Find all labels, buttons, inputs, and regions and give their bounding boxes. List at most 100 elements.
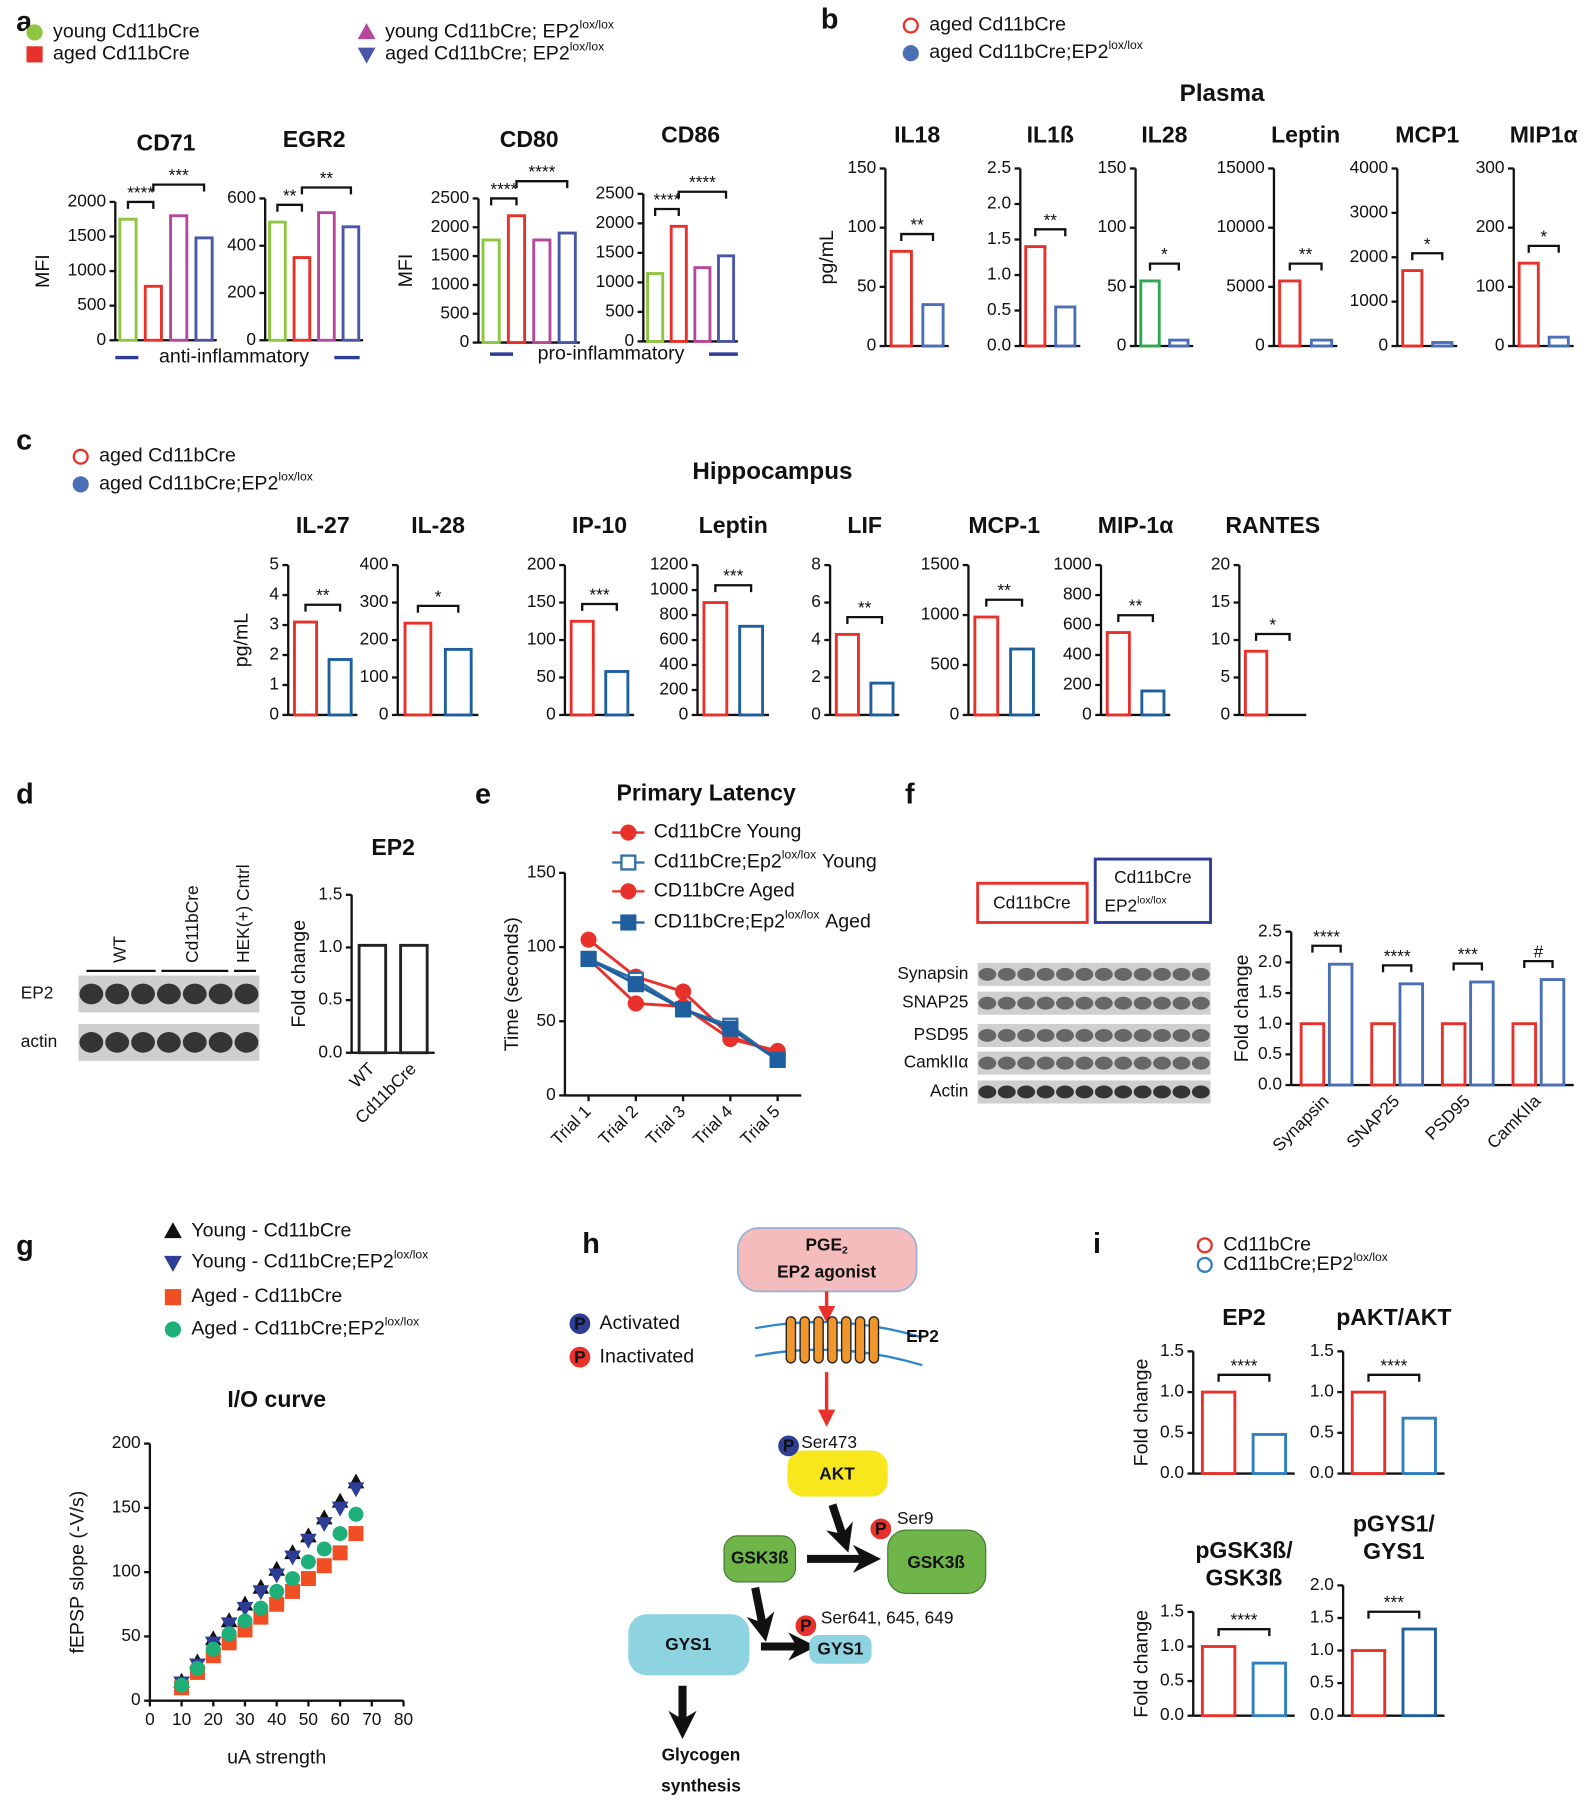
y-tick-label: 1000 (68, 260, 106, 280)
bar (532, 238, 552, 345)
phospho-badge (569, 1313, 591, 1335)
text-part: lox/lox (570, 40, 604, 54)
significance-bracket (1367, 1610, 1421, 1619)
blot-band (978, 1056, 997, 1070)
significance-label: **** (528, 162, 555, 182)
y-tick-label: 2000 (596, 212, 634, 232)
blot-band (978, 996, 997, 1010)
y-tick-label: 150 (1098, 157, 1127, 177)
blot-band (1191, 967, 1210, 981)
gys-box (628, 1614, 750, 1676)
x-tick-label: Synapsin (1268, 1091, 1332, 1155)
y-tick-label: 5 (269, 554, 279, 574)
y-tick-label: 400 (1063, 644, 1092, 664)
legend-label: Cd11bCre (1223, 1233, 1311, 1255)
text-part: Cd11bCre;EP2 (1223, 1253, 1353, 1275)
marker (722, 1020, 739, 1037)
text-part: Cd11bCre Young (654, 821, 802, 843)
phospho-badge (778, 1435, 799, 1457)
y-tick-label: 0.5 (1160, 1670, 1184, 1690)
state-label: Inactivated (600, 1345, 695, 1367)
bar (292, 256, 312, 342)
y-tick-label: 2 (269, 644, 279, 664)
bar (973, 615, 1000, 717)
text-part: Aged - Cd11bCre;EP2 (191, 1318, 384, 1340)
legend-label: young Cd11bCre; EP2lox/lox (385, 18, 614, 43)
text-part: aged Cd11bCre; EP2 (385, 43, 570, 65)
significance-label: * (1269, 614, 1276, 634)
chart-title: MCP-1 (968, 512, 1040, 538)
y-tick-label: 200 (527, 554, 556, 574)
chart-title: LIF (847, 512, 882, 538)
gsk-box (723, 1535, 797, 1583)
y-tick-label: 0.5 (1160, 1421, 1184, 1441)
bar (1251, 1433, 1288, 1476)
panel-label: h (582, 1228, 600, 1260)
bar (834, 632, 860, 717)
x-tick-label: 0 (145, 1709, 155, 1729)
chart-title: pAKT/AKT (1336, 1304, 1451, 1330)
marker (269, 1583, 285, 1599)
bar (1309, 338, 1334, 348)
marker (332, 1545, 348, 1561)
y-tick-label: 0 (379, 704, 389, 724)
text-part: Cd11bCre (1223, 1233, 1311, 1255)
y-axis-label: fEPSP slope (-V/s) (67, 1491, 89, 1654)
y-tick-label: 100 (112, 1561, 141, 1581)
significance-label: * (1161, 244, 1168, 264)
panel-label: b (821, 4, 839, 36)
chart-title: GYS1 (1363, 1538, 1425, 1564)
x-tick-label: 70 (362, 1709, 381, 1729)
significance-bracket (846, 615, 884, 625)
significance-label: # (1534, 942, 1544, 962)
blot-band (1114, 1085, 1133, 1099)
y-tick-label: 2000 (68, 190, 106, 210)
marker (1196, 1256, 1213, 1273)
marker (300, 1554, 316, 1570)
text-part: aged Cd11bCre (53, 43, 190, 65)
text-part: Young - Cd11bCre;EP2 (191, 1251, 393, 1273)
bar (481, 238, 501, 345)
blot-band (1153, 996, 1171, 1010)
y-tick-label: 1000 (1053, 554, 1091, 574)
y-tick-label: 1.0 (987, 264, 1011, 284)
bar (341, 225, 361, 342)
y-tick-label: 0 (1378, 335, 1388, 355)
significance-label: *** (1384, 1592, 1404, 1612)
bar (357, 943, 388, 1055)
blot-column-label: Cd11bCre (182, 885, 202, 962)
y-tick-label: 2 (811, 666, 821, 686)
significance-label: *** (1458, 944, 1478, 964)
phospho-symbol: P (574, 1313, 586, 1333)
chart-title: Primary Latency (616, 780, 796, 806)
text-part: young Cd11bCre (53, 21, 200, 43)
blot-group-label: Cd11bCre (1114, 867, 1192, 887)
marker (902, 17, 919, 34)
significance-label: ** (997, 580, 1011, 600)
marker (164, 1222, 182, 1239)
y-tick-label: 500 (930, 654, 959, 674)
bar (1398, 982, 1425, 1087)
significance-bracket (985, 598, 1024, 607)
blot-band (234, 983, 259, 1005)
bar (1440, 1022, 1467, 1087)
significance-bracket (1381, 964, 1413, 973)
blot-band (234, 1032, 259, 1053)
blot-band (1036, 1029, 1055, 1042)
bar (693, 266, 712, 343)
y-axis-label: Time (seconds) (501, 917, 523, 1051)
y-tick-label: 0.0 (318, 1041, 342, 1061)
site-label: Ser9 (897, 1508, 934, 1528)
y-tick-label: 1500 (431, 245, 469, 265)
bar (1401, 1627, 1437, 1718)
y-tick-label: 0 (811, 704, 821, 724)
significance-bracket (714, 584, 753, 593)
y-axis-label: Fold change (1131, 1610, 1153, 1718)
y-tick-label: 0 (950, 704, 960, 724)
marker (269, 1596, 285, 1612)
y-tick-label: 0.0 (1160, 1462, 1184, 1482)
blot-group-label: EP2lox/lox (1104, 895, 1167, 915)
site-label: Ser473 (801, 1432, 857, 1452)
marker (285, 1583, 301, 1599)
